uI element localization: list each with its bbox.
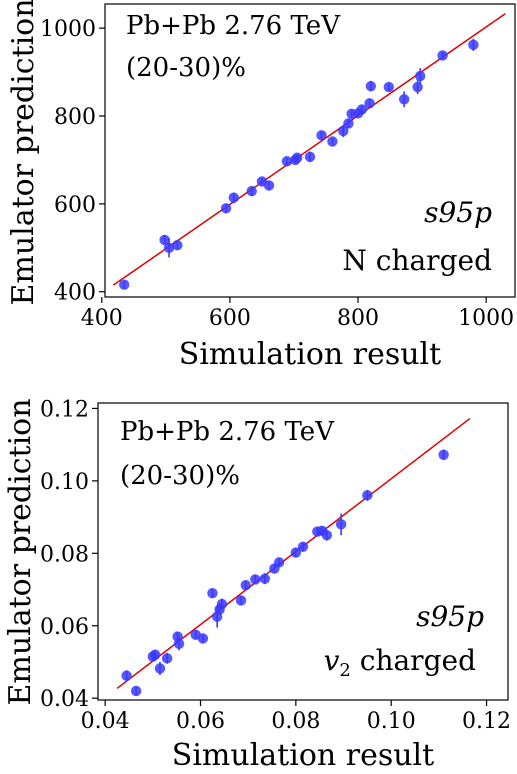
data-point xyxy=(290,547,302,558)
data-point xyxy=(297,541,309,552)
data-point xyxy=(316,130,327,141)
x-tick-label: 0.10 xyxy=(367,709,416,734)
data-point xyxy=(159,234,170,246)
x-axis-label: Simulation result xyxy=(172,738,434,773)
data-point xyxy=(250,574,261,585)
data-point xyxy=(172,239,183,251)
y-tick-label: 0.06 xyxy=(40,615,89,640)
data-point xyxy=(437,50,448,61)
y-tick-label: 0.10 xyxy=(40,470,89,495)
data-point xyxy=(338,125,349,137)
x-tick-label: 600 xyxy=(209,306,251,331)
annotation-model: s95p xyxy=(416,600,484,633)
data-point xyxy=(468,39,479,51)
annotation-system: Pb+Pb 2.76 TeV xyxy=(126,11,341,41)
data-point xyxy=(273,557,285,568)
y-tick-label: 0.08 xyxy=(40,542,89,567)
x-axis-label: Simulation result xyxy=(179,337,441,372)
y-ticks: 400 600 800 1000 xyxy=(40,17,105,306)
data-point xyxy=(327,136,338,147)
data-point xyxy=(154,663,166,674)
x-ticks: 400 600 800 1000 xyxy=(81,297,514,331)
plot-frame xyxy=(97,402,509,701)
annotation-model: s95p xyxy=(424,196,492,229)
data-point xyxy=(235,595,247,606)
data-point xyxy=(121,670,132,681)
chart-v2-charged: 0.04 0.06 0.08 0.10 0.12 0.04 0.06 0.08 0.10 0.1… xyxy=(3,397,511,773)
data-point xyxy=(343,118,354,129)
data-point xyxy=(291,152,303,163)
x-tick-label: 1000 xyxy=(458,306,514,331)
data-point xyxy=(161,653,173,664)
points-layer xyxy=(121,449,449,697)
data-point xyxy=(207,587,218,599)
data-point xyxy=(321,530,333,541)
data-point xyxy=(398,94,410,105)
y-tick-label: 600 xyxy=(54,193,96,218)
data-point xyxy=(414,70,426,82)
annotation-system: Pb+Pb 2.76 TeV xyxy=(120,417,335,447)
points-layer xyxy=(119,38,479,290)
annotation-observable: N charged xyxy=(342,244,492,277)
annotation-centrality: (20-30)% xyxy=(126,53,246,83)
x-ticks: 0.04 0.06 0.08 0.10 0.12 xyxy=(81,700,511,734)
y-tick-label: 0.12 xyxy=(40,397,89,422)
data-point xyxy=(216,598,228,610)
y-tick-label: 0.04 xyxy=(40,687,89,712)
data-point xyxy=(220,203,232,214)
annotation-observable: v2 charged xyxy=(324,644,476,681)
x-tick-label: 0.04 xyxy=(81,709,130,734)
data-point xyxy=(362,490,373,501)
data-point xyxy=(412,81,423,93)
y-tick-label: 800 xyxy=(54,105,96,130)
x-tick-label: 400 xyxy=(81,306,123,331)
data-point xyxy=(438,449,449,460)
data-point xyxy=(281,156,293,167)
data-point xyxy=(383,81,394,93)
data-point xyxy=(130,685,142,697)
data-point xyxy=(365,80,377,92)
data-point xyxy=(119,279,130,290)
data-point xyxy=(246,185,257,197)
data-point xyxy=(228,192,239,203)
data-point xyxy=(150,649,161,660)
chart-n-charged: 400 600 800 1000 400 600 800 1000 Pb+Pb 2.76 T… xyxy=(6,0,516,372)
data-point xyxy=(259,573,271,584)
data-point xyxy=(364,98,375,109)
data-point xyxy=(356,104,368,115)
y-tick-label: 1000 xyxy=(40,17,96,42)
data-point xyxy=(163,242,175,254)
x-tick-label: 0.06 xyxy=(176,709,225,734)
y-ticks: 0.04 0.06 0.08 0.10 0.12 xyxy=(40,397,98,712)
y-tick-label: 400 xyxy=(54,281,96,306)
data-point xyxy=(197,633,209,644)
data-point xyxy=(304,151,316,163)
data-point xyxy=(335,519,347,530)
data-point xyxy=(263,180,275,191)
data-point xyxy=(173,638,185,650)
y-axis-label: Emulator prediction xyxy=(6,0,41,306)
annotation-centrality: (20-30)% xyxy=(120,461,240,491)
data-point xyxy=(240,579,251,591)
y-axis-label: Emulator prediction xyxy=(3,398,38,705)
x-tick-label: 0.08 xyxy=(271,709,320,734)
x-tick-label: 800 xyxy=(337,306,379,331)
plot-frame xyxy=(104,3,516,298)
x-tick-label: 0.12 xyxy=(462,709,511,734)
